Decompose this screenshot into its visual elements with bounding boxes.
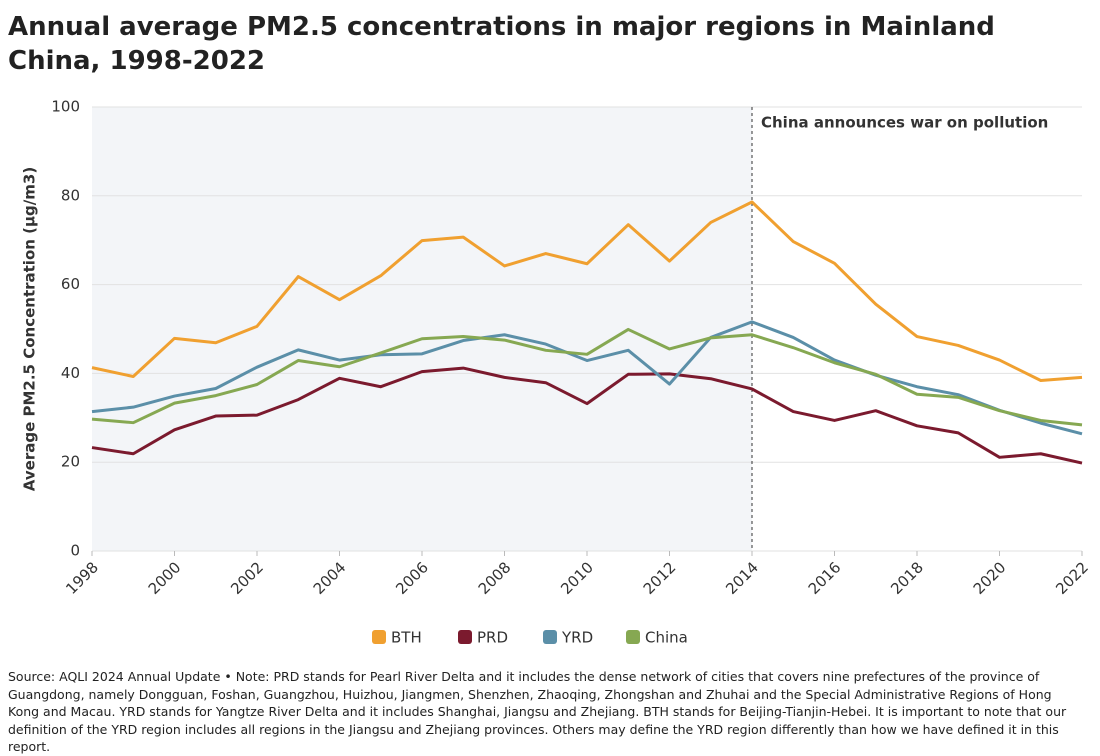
x-tick-label: 2022 (1052, 558, 1092, 598)
annotation-label: China announces war on pollution (761, 114, 1048, 132)
x-tick-label: 2010 (557, 558, 597, 598)
x-tick-label: 2014 (722, 558, 762, 598)
y-tick-label: 60 (61, 275, 80, 293)
chart: 0 20 40 60 80 100 1998 2000 2002 2004 2006 2008 2010… (21, 98, 1093, 647)
y-tick-label: 80 (61, 186, 80, 204)
legend-label: BTH (391, 629, 422, 647)
x-tick-label: 2006 (392, 558, 432, 598)
legend-swatch (626, 630, 640, 644)
x-tick-label: 2012 (640, 558, 680, 598)
series-line (91, 320, 1083, 436)
series-line (91, 366, 1083, 465)
footnote: Source: AQLI 2024 Annual Update • Note: … (8, 669, 1067, 754)
legend-label: PRD (477, 629, 508, 647)
x-tick-label: 2020 (970, 558, 1010, 598)
x-tick-label: 2002 (227, 558, 267, 598)
x-tick-label: 2018 (887, 558, 927, 598)
x-tick-label: 2016 (805, 558, 845, 598)
legend-swatch (543, 630, 557, 644)
pre-period-shade (92, 107, 752, 551)
x-tick-label: 1998 (62, 558, 102, 598)
legend-label: YRD (561, 629, 593, 647)
x-tick-label: 2000 (145, 558, 185, 598)
x-tick-label: 2008 (475, 558, 515, 598)
legend-swatch (458, 630, 472, 644)
legend-label: China (645, 629, 688, 647)
y-tick-label: 100 (51, 98, 80, 116)
chart-title: Annual average PM2.5 concentrations in m… (8, 12, 995, 76)
y-axis-title: Average PM2.5 Concentration (µg/m3) (21, 167, 39, 491)
series-line (91, 200, 1083, 383)
legend-swatch (372, 630, 386, 644)
x-tick-label: 2004 (310, 558, 350, 598)
y-tick-label: 0 (70, 542, 80, 560)
y-tick-label: 20 (61, 453, 80, 471)
series-line (91, 327, 1083, 427)
y-tick-label: 40 (61, 364, 80, 382)
